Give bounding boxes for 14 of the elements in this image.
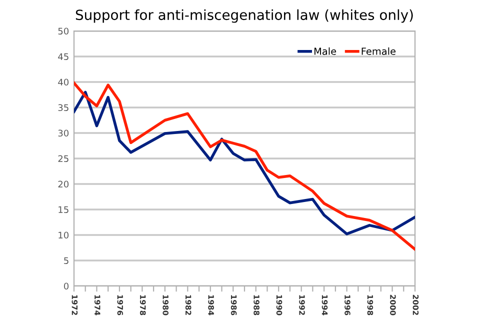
y-tick-label: 5 — [64, 257, 68, 264]
y-tick-label: 45 — [58, 53, 68, 60]
legend-label: Female — [362, 47, 396, 55]
legend-label: Male — [314, 47, 336, 55]
y-tick-label: 0 — [64, 282, 69, 290]
y-tick-label: 35 — [58, 104, 68, 112]
y-tick-label: 30 — [58, 130, 69, 137]
y-tick-label: 50 — [58, 28, 69, 35]
y-tick-label: 10 — [58, 232, 69, 239]
chart-title: Support for anti-miscegenation law (whites only) — [76, 9, 413, 23]
y-tick-label: 25 — [58, 155, 68, 162]
y-tick-label: 40 — [58, 78, 69, 86]
y-tick-label: 20 — [58, 180, 69, 188]
y-tick-label: 15 — [58, 206, 68, 214]
